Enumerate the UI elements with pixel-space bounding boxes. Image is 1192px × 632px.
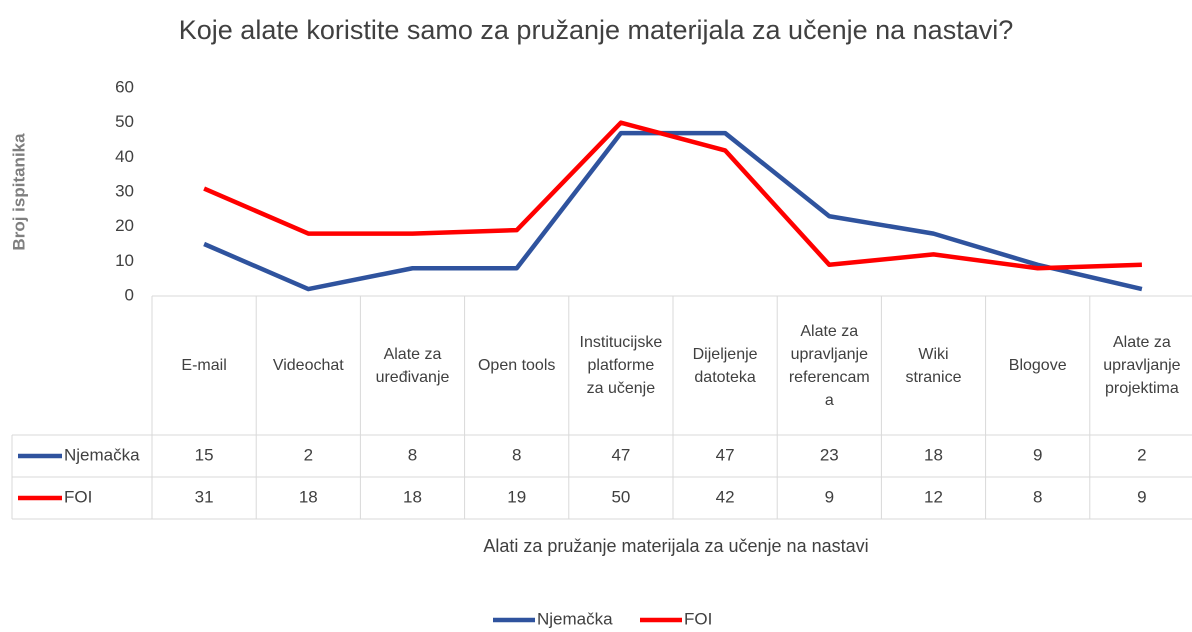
y-tick-label: 0: [125, 285, 134, 304]
y-tick-label: 20: [115, 216, 134, 235]
table-value: 8: [1033, 487, 1042, 506]
x-axis-title: Alati za pružanje materijala za učenje n…: [483, 536, 868, 556]
data-line: [203, 120, 1142, 271]
legend-label: FOI: [684, 609, 712, 628]
x-tick-label: Alate za uređivanje: [375, 345, 450, 386]
y-tick-label: 30: [115, 181, 134, 200]
table-value: 9: [1137, 487, 1146, 506]
table-value: 19: [507, 487, 526, 506]
table-value: 31: [195, 487, 214, 506]
y-tick-label: 60: [115, 77, 134, 96]
table-value: 15: [195, 445, 214, 464]
data-line: [203, 130, 1143, 292]
legend-label: Njemačka: [537, 609, 613, 628]
x-tick-label: Alate za upravljanje projektima: [1103, 334, 1181, 397]
table-value: 23: [820, 445, 839, 464]
table-value: 47: [716, 445, 735, 464]
x-tick-label: Wiki stranice: [905, 345, 962, 386]
table-value: 18: [403, 487, 422, 506]
table-value: 9: [1033, 445, 1042, 464]
table-value: 2: [304, 445, 313, 464]
table-value: 2: [1137, 445, 1146, 464]
table-value: 8: [512, 445, 521, 464]
x-tick-label: Dijeljenje datoteka: [692, 345, 758, 386]
x-tick-label: Blogove: [1008, 357, 1067, 374]
chart-title: Koje alate koristite samo za pružanje ma…: [179, 15, 1013, 45]
y-tick-label: 50: [115, 112, 134, 131]
x-tick-label: Alate za upravljanje referencam a: [788, 322, 870, 409]
x-tick-label: Institucijske platforme za učenje: [579, 334, 663, 397]
table-value: 12: [924, 487, 943, 506]
table-value: 8: [408, 445, 417, 464]
y-axis-title: Broj ispitanika: [9, 133, 28, 251]
table-value: 42: [716, 487, 735, 506]
x-tick-label: E-mail: [181, 357, 227, 374]
x-tick-label: Videochat: [272, 357, 344, 374]
x-tick-label: Open tools: [477, 357, 556, 374]
y-tick-label: 40: [115, 147, 134, 166]
y-tick-label: 10: [115, 251, 134, 270]
table-value: 47: [611, 445, 630, 464]
table-series-name: FOI: [64, 487, 92, 506]
table-value: 50: [611, 487, 630, 506]
table-value: 18: [299, 487, 318, 506]
table-series-name: Njemačka: [64, 445, 140, 464]
table-value: 18: [924, 445, 943, 464]
table-value: 9: [825, 487, 834, 506]
